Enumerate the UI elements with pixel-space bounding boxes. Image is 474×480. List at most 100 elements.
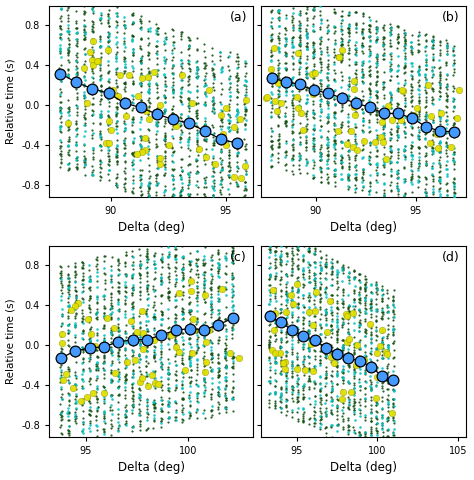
Point [294,265,302,273]
Point [56,105,64,112]
Point [71,277,79,285]
Point [372,284,380,292]
Point [136,271,144,278]
Point [104,28,112,36]
Point [218,165,226,172]
Point [85,273,93,280]
Point [310,339,318,347]
Point [296,84,304,91]
Point [73,405,80,413]
Point [170,148,177,156]
Point [345,313,353,321]
Point [73,358,80,366]
Point [150,398,158,406]
Point [94,364,101,372]
Point [128,119,136,126]
Point [322,391,330,398]
Point [330,48,338,56]
Point [187,382,194,390]
Point [372,17,380,24]
Point [345,398,353,406]
Point [242,167,250,175]
Point [58,310,65,318]
Point [393,72,401,80]
Point [90,144,97,152]
Point [89,28,97,36]
Point [344,308,352,316]
Point [233,73,240,81]
Point [121,67,128,75]
Point [296,151,303,158]
Point [179,396,187,403]
Point [73,58,81,66]
Point [351,69,359,77]
Point [323,164,331,172]
Point [207,363,214,371]
Point [57,159,65,167]
Point [323,391,330,399]
Point [96,61,103,69]
Point [188,277,195,285]
Point [93,316,101,324]
Point [401,29,409,36]
Point [169,158,176,166]
Point [87,380,94,388]
Point [360,10,367,18]
Point [120,94,128,101]
Point [401,153,409,161]
Point [332,100,339,108]
Point [288,407,296,414]
Point [73,35,81,43]
Point [150,401,157,408]
Point [401,192,408,199]
Point [144,409,151,417]
Point [85,301,93,309]
Point [165,278,173,286]
Point [58,395,66,403]
Point [136,417,144,425]
Point [178,183,185,191]
Point [122,283,129,291]
Point [114,324,122,332]
Point [229,354,237,361]
Point [351,174,359,182]
Point [178,167,185,175]
Point [317,254,324,262]
Point [317,60,325,68]
Point [97,77,104,84]
Point [451,56,458,64]
Point [361,369,369,376]
Point [373,366,380,374]
Point [129,323,137,330]
Point [267,31,275,39]
Point [228,297,236,305]
Point [171,243,179,251]
Point [317,373,324,381]
Point [115,377,122,385]
Point [401,36,408,44]
Point [435,156,443,164]
Point [200,392,208,400]
Point [389,325,397,333]
Point [311,336,319,343]
Point [85,424,93,432]
Point [57,372,65,379]
Point [429,140,437,147]
Point [421,73,428,81]
Point [309,48,317,56]
Point [271,309,279,317]
Point [362,396,369,403]
Point [449,156,457,164]
Point [275,29,283,37]
Point [165,288,173,296]
Point [380,83,388,91]
Point [173,361,180,369]
Point [235,354,243,361]
Point [372,110,380,118]
Point [352,184,359,192]
Point [178,369,186,376]
Point [150,383,157,390]
Point [97,135,104,143]
Point [210,102,217,109]
Point [194,151,201,158]
